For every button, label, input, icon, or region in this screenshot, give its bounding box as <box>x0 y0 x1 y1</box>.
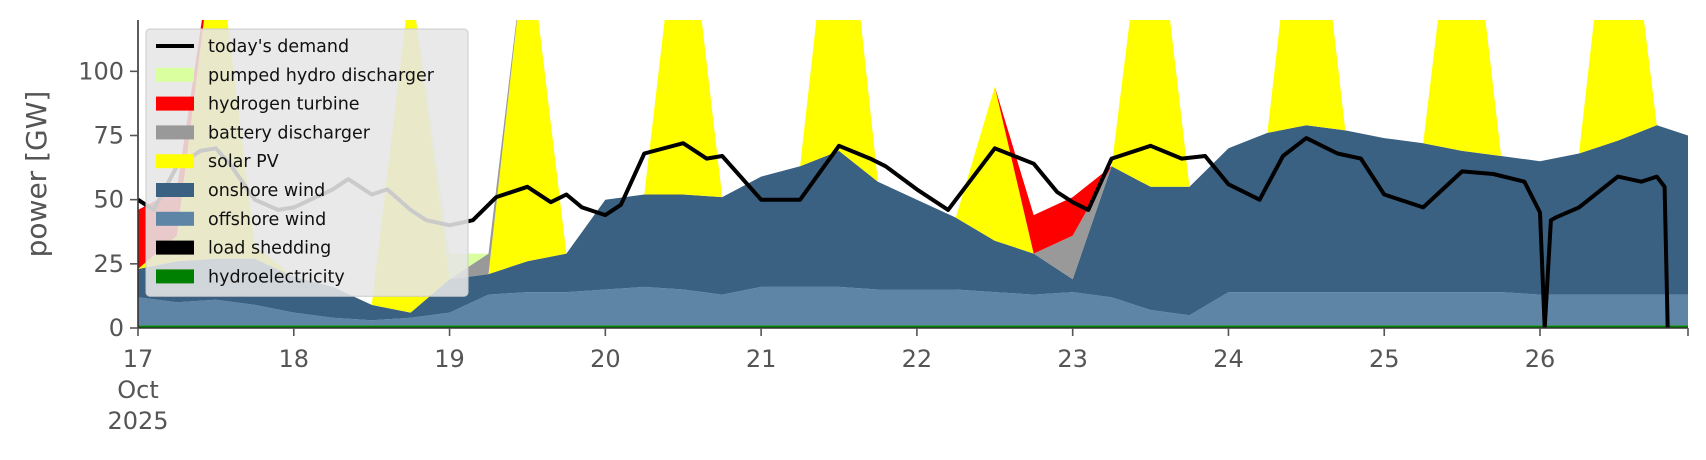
x-tick-label: 18 <box>279 345 310 373</box>
legend-swatch-pumped-hydro-discharger <box>156 67 194 82</box>
area-onshore-wind <box>138 125 1688 321</box>
legend-label-today-s-demand: today's demand <box>208 37 349 57</box>
y-tick-label: 75 <box>93 122 124 150</box>
legend-label-hydroelectricity: hydroelectricity <box>208 267 345 287</box>
x-tick-label: 21 <box>746 345 777 373</box>
legend-label-solar-pv: solar PV <box>208 152 279 172</box>
legend-swatch-battery-discharger <box>156 125 194 140</box>
y-tick-label: 0 <box>109 314 124 342</box>
legend-label-battery-discharger: battery discharger <box>208 123 371 143</box>
legend-swatch-hydroelectricity <box>156 269 194 284</box>
legend-swatch-hydrogen-turbine <box>156 96 194 111</box>
area-offshore-wind <box>138 286 1688 326</box>
area-solar-pv <box>138 20 1688 313</box>
legend-label-onshore-wind: onshore wind <box>208 181 325 201</box>
stacked-areas <box>138 20 1688 328</box>
y-axis-title: power [GW] <box>20 91 53 258</box>
x-tick-label: 20 <box>590 345 621 373</box>
y-tick-label: 25 <box>93 250 124 278</box>
legend-swatch-offshore-wind <box>156 211 194 226</box>
axes: 0 25 50 75 100 17 Oct 2025 18 19 20 21 22 23 24 25 26 pow… <box>20 20 1689 435</box>
y-tick-label: 100 <box>78 57 124 85</box>
y-tick-label: 50 <box>93 186 124 214</box>
x-tick-label: 19 <box>434 345 465 373</box>
legend-swatch-onshore-wind <box>156 183 194 197</box>
x-tick-label: 26 <box>1525 345 1556 373</box>
legend-label-load-shedding: load shedding <box>208 239 331 259</box>
x-tick-label: 17 Oct 2025 <box>107 345 168 435</box>
x-tick-label: 23 <box>1057 345 1088 373</box>
legend-label-offshore-wind: offshore wind <box>208 210 326 230</box>
legend-swatch-load-shedding <box>156 240 194 255</box>
legend-box <box>145 28 469 297</box>
legend-label-pumped-hydro-discharger: pumped hydro discharger <box>208 66 435 86</box>
legend: today's demand pumped hydro discharger hyd… <box>145 28 469 297</box>
x-tick-label: 24 <box>1213 345 1244 373</box>
x-tick-label: 25 <box>1369 345 1400 373</box>
x-tick-label: 22 <box>902 345 933 373</box>
legend-swatch-solar-pv <box>156 154 194 169</box>
legend-label-hydrogen-turbine: hydrogen turbine <box>208 95 360 115</box>
